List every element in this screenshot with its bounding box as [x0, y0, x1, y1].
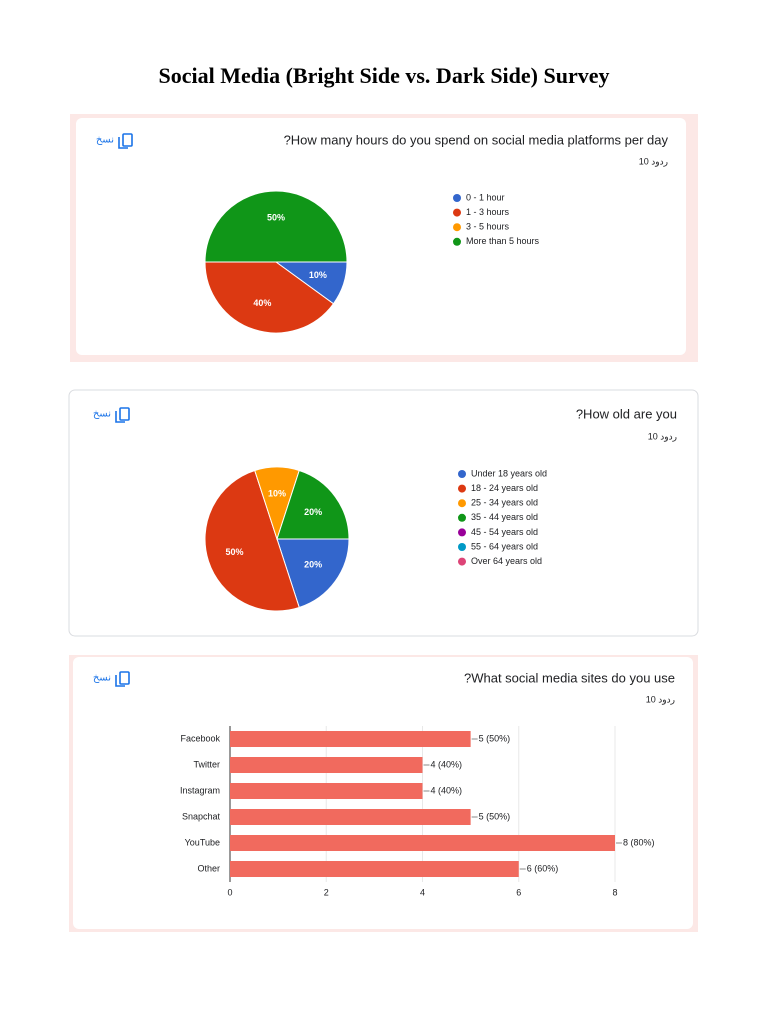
legend-swatch: [453, 194, 461, 202]
bar: [230, 783, 423, 799]
copy-button[interactable]: نسخ: [93, 409, 111, 420]
document-title: Social Media (Bright Side vs. Dark Side)…: [158, 63, 609, 88]
bar-label: 4 (40%): [431, 785, 463, 795]
legend-swatch: [453, 223, 461, 232]
card: [68, 389, 699, 637]
pie-slice: [276, 538, 350, 609]
response-count: 10 ردود: [648, 431, 677, 442]
slice-label: 40%: [253, 298, 271, 308]
legend-swatch: [458, 470, 466, 478]
slice-label: 10%: [268, 489, 286, 499]
x-tick-label: 0: [227, 887, 232, 897]
bar-label: 5 (50%): [479, 733, 511, 743]
copy-button[interactable]: نسخ: [96, 135, 114, 146]
bar-label: 5 (50%): [479, 811, 511, 821]
pie-slice: [204, 469, 300, 612]
legend-swatch: [458, 513, 466, 522]
bar: [230, 861, 519, 877]
bar-label: 4 (40%): [431, 759, 463, 769]
copy-icon: [115, 411, 125, 423]
legend-label: 1 - 3 hours: [466, 207, 510, 217]
pie-slice: [204, 190, 348, 263]
legend-label: 3 - 5 hours: [466, 222, 510, 232]
bar: [230, 731, 471, 747]
y-tick-label: Other: [197, 863, 220, 873]
legend-label: 55 - 64 years old: [471, 541, 538, 551]
y-tick-label: Instagram: [180, 785, 220, 795]
legend-label: More than 5 hours: [466, 236, 540, 246]
slice-label: 10%: [309, 270, 327, 280]
pie-slice: [204, 261, 335, 334]
x-tick-label: 6: [516, 887, 521, 897]
copy-icon[interactable]: [119, 671, 130, 685]
copy-button[interactable]: نسخ: [93, 673, 111, 684]
x-tick-label: 8: [612, 887, 617, 897]
question: ?How old are you: [576, 406, 677, 421]
y-tick-label: Snapchat: [182, 811, 221, 821]
card: [76, 118, 686, 355]
pie-slice: [276, 469, 350, 540]
bar-label: 8 (80%): [623, 837, 655, 847]
x-tick-label: 4: [420, 887, 425, 897]
slice-label: 50%: [267, 212, 285, 222]
slice-label: 50%: [226, 547, 244, 557]
bar: [230, 809, 471, 825]
copy-icon: [118, 137, 128, 149]
legend-label: 45 - 54 years old: [471, 527, 538, 537]
legend-label: 35 - 44 years old: [471, 512, 538, 522]
y-tick-label: Facebook: [180, 733, 220, 743]
copy-icon[interactable]: [122, 133, 133, 147]
legend-swatch: [453, 208, 461, 217]
slice-label: 20%: [304, 507, 322, 517]
response-count: 10 ردود: [639, 156, 668, 167]
x-tick-label: 2: [324, 887, 329, 897]
y-tick-label: Twitter: [193, 759, 220, 769]
legend-label: Over 64 years old: [471, 556, 542, 566]
legend-label: 0 - 1 hour: [466, 192, 505, 202]
bar-label: 6 (60%): [527, 863, 559, 873]
legend-label: Under 18 years old: [471, 468, 547, 478]
legend-label: 18 - 24 years old: [471, 483, 538, 493]
question: ?How many hours do you spend on social m…: [284, 132, 669, 147]
legend-swatch: [458, 557, 466, 566]
legend-swatch: [458, 499, 466, 508]
response-count: 10 ردود: [646, 694, 675, 705]
legend-swatch: [458, 484, 466, 493]
y-tick-label: YouTube: [185, 837, 220, 847]
slice-label: 20%: [304, 560, 322, 570]
bar: [230, 835, 615, 851]
copy-icon: [115, 675, 125, 687]
legend-swatch: [458, 528, 466, 537]
copy-icon[interactable]: [119, 407, 130, 421]
bar: [230, 757, 423, 773]
legend-swatch: [458, 543, 466, 551]
question: ?What social media sites do you use: [464, 670, 675, 685]
legend-label: 25 - 34 years old: [471, 498, 538, 508]
legend-swatch: [453, 237, 461, 246]
